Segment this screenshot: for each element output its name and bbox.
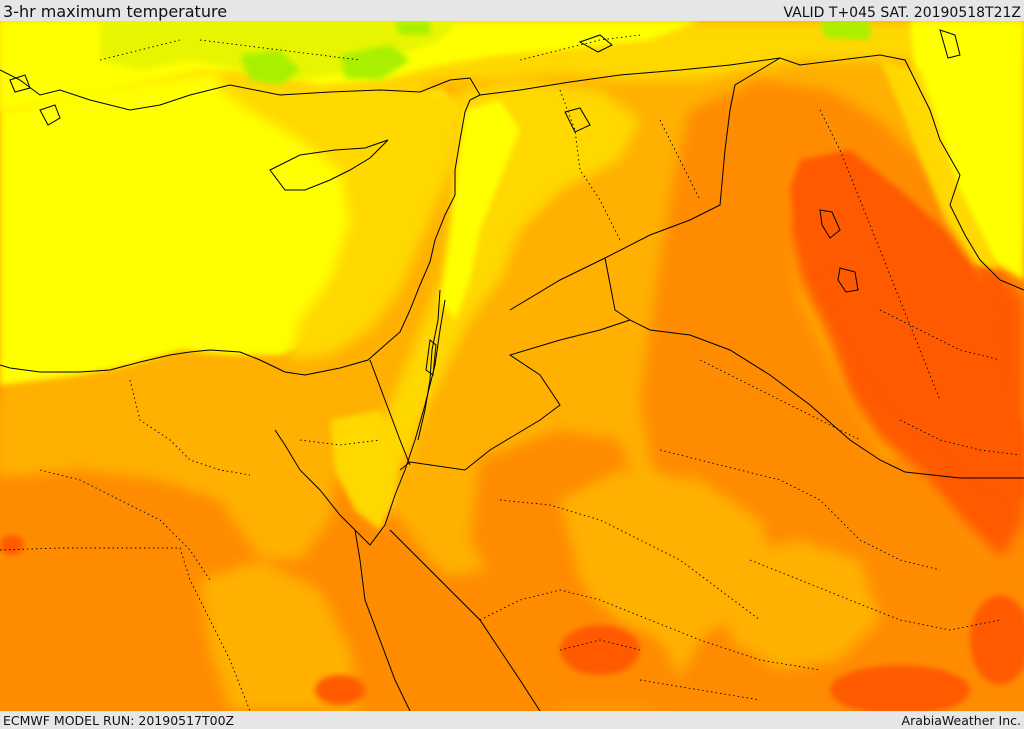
field-band-ffd800-levant-sea bbox=[220, 60, 465, 360]
field-hotspot-1 bbox=[560, 625, 640, 675]
field-band-ffb000-upper-egypt bbox=[200, 560, 360, 711]
field-band-ffb000-egypt bbox=[0, 390, 340, 560]
field-band-ffb000-nejd bbox=[720, 540, 880, 670]
field-hotspot-6 bbox=[378, 547, 422, 583]
field-hotspot-3 bbox=[0, 535, 24, 555]
country-borders bbox=[0, 29, 1024, 711]
field-band-ffd800-sinai bbox=[330, 410, 400, 530]
field-band-ffd800-zagros-edge bbox=[880, 60, 1000, 270]
field-band-ffff00-levant-coast bbox=[440, 100, 520, 320]
map-title: 3-hr maximum temperature bbox=[3, 2, 228, 21]
field-band-ffff00-zagros bbox=[910, 21, 1024, 280]
field-green-patch-1 bbox=[240, 50, 300, 85]
field-hotspot-4 bbox=[970, 595, 1024, 685]
field-green-patch-3 bbox=[395, 21, 430, 35]
field-hotspot-2 bbox=[830, 665, 970, 711]
field-band-ff5a00-core bbox=[790, 150, 1024, 500]
footer-bar: ECMWF MODEL RUN: 20190517T00Z ArabiaWeat… bbox=[0, 711, 1024, 729]
valid-time-label: VALID T+045 SAT. 20190518T21Z bbox=[783, 5, 1021, 21]
credit-label: ArabiaWeather Inc. bbox=[901, 713, 1021, 728]
model-run-label: ECMWF MODEL RUN: 20190517T00Z bbox=[3, 713, 235, 728]
field-green-patch-2 bbox=[340, 45, 410, 80]
field-green-patch-4 bbox=[820, 21, 870, 40]
field-band-ffd800-levant bbox=[380, 80, 640, 470]
field-band-ff8c00-south bbox=[420, 560, 700, 711]
province-borders bbox=[0, 34, 1021, 711]
field-hotspot-5 bbox=[315, 675, 365, 705]
temperature-map[interactable] bbox=[0, 21, 1024, 711]
header-bar: 3-hr maximum temperature VALID T+045 SAT… bbox=[0, 0, 1024, 21]
